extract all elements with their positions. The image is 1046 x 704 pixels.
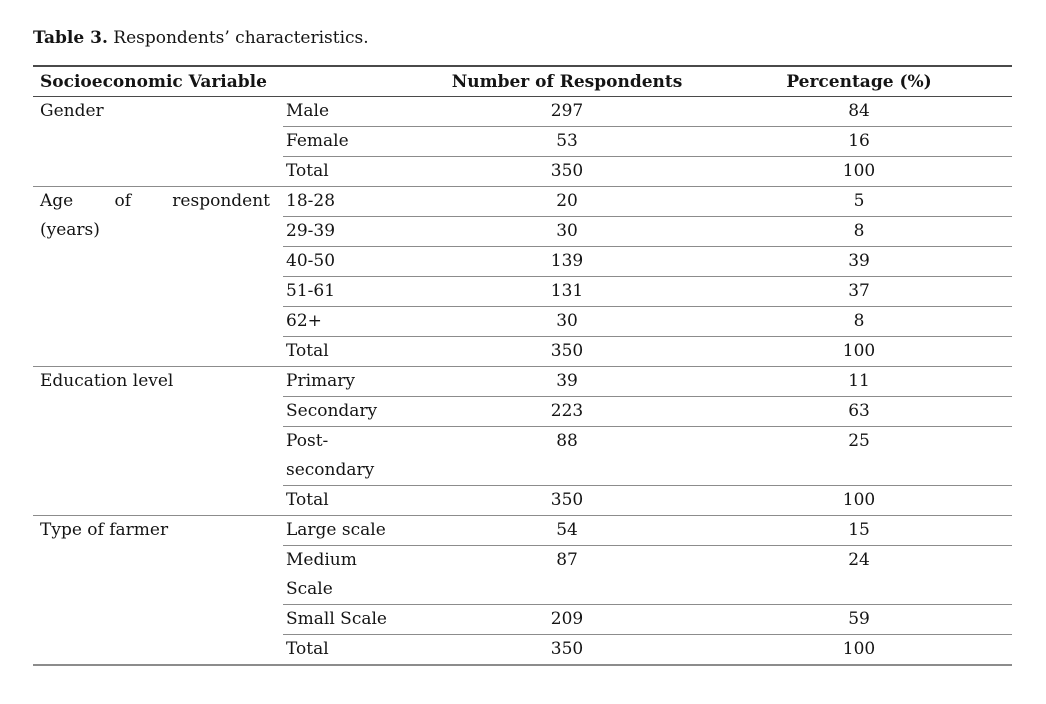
category-cell: Male <box>283 96 429 127</box>
table-row: Small Scale 209 59 <box>33 604 1013 635</box>
respondents-cell: 209 <box>428 604 707 635</box>
respondents-cell: 131 <box>428 276 707 307</box>
percentage-cell: 5 <box>706 186 1013 217</box>
table-body: Gender Male 297 84 Female 53 16 Total 350 100 Age … <box>33 96 1013 666</box>
table-row: Secondary 223 63 <box>33 396 1013 427</box>
respondents-cell: 88 <box>428 426 707 486</box>
percentage-cell: 100 <box>706 634 1013 666</box>
respondents-cell: 350 <box>428 336 707 367</box>
percentage-cell: 16 <box>706 126 1013 157</box>
table-row: Total 350 100 <box>33 634 1013 666</box>
table-caption-number: Table 3. <box>33 28 108 48</box>
page: Table 3. Respondents’ characteristics. S… <box>33 26 1046 666</box>
header-socioeconomic-variable: Socioeconomic Variable <box>33 66 429 97</box>
table-row: Gender Male 297 84 <box>33 96 1013 187</box>
variable-cell: Education level <box>33 366 283 516</box>
respondents-cell: 223 <box>428 396 707 427</box>
category-cell: 29-39 <box>283 216 429 247</box>
percentage-cell: 100 <box>706 485 1013 516</box>
table-row: Medium Scale 87 24 <box>33 545 1013 605</box>
category-cell: Total <box>283 634 429 666</box>
respondents-cell: 350 <box>428 156 707 187</box>
percentage-cell: 15 <box>706 515 1013 546</box>
respondents-cell: 30 <box>428 306 707 337</box>
percentage-cell: 25 <box>706 426 1013 486</box>
respondents-cell: 350 <box>428 485 707 516</box>
category-cell: 40-50 <box>283 246 429 277</box>
percentage-cell: 59 <box>706 604 1013 635</box>
percentage-cell: 84 <box>706 96 1013 127</box>
percentage-cell: 100 <box>706 156 1013 187</box>
percentage-cell: 37 <box>706 276 1013 307</box>
table-row: Female 53 16 <box>33 126 1013 157</box>
category-cell: Female <box>283 126 429 157</box>
table-row: Total 350 100 <box>33 336 1013 367</box>
variable-cell: Gender <box>33 96 283 187</box>
category-cell: Secondary <box>283 396 429 427</box>
respondents-cell: 139 <box>428 246 707 277</box>
percentage-cell: 24 <box>706 545 1013 605</box>
percentage-cell: 39 <box>706 246 1013 277</box>
header-row: Socioeconomic Variable Number of Respond… <box>33 66 1013 97</box>
respondents-cell: 20 <box>428 186 707 217</box>
category-cell: Total <box>283 156 429 187</box>
percentage-cell: 100 <box>706 336 1013 367</box>
percentage-cell: 11 <box>706 366 1013 397</box>
table-caption: Table 3. Respondents’ characteristics. <box>33 26 1046 50</box>
table-caption-text: Respondents’ characteristics. <box>107 28 369 48</box>
percentage-cell: 8 <box>706 216 1013 247</box>
respondents-cell: 350 <box>428 634 707 666</box>
category-cell: 18-28 <box>283 186 429 217</box>
category-cell: Primary <box>283 366 429 397</box>
table-row: Age of respondent (years) 18-28 20 5 <box>33 186 1013 367</box>
table-row: 40-50 139 39 <box>33 246 1013 277</box>
category-cell: Small Scale <box>283 604 429 635</box>
table-row: Type of farmer Large scale 54 15 <box>33 515 1013 666</box>
percentage-cell: 8 <box>706 306 1013 337</box>
respondents-cell: 39 <box>428 366 707 397</box>
variable-cell: Type of farmer <box>33 515 283 666</box>
category-cell: Medium Scale <box>283 545 429 605</box>
respondents-cell: 30 <box>428 216 707 247</box>
table-row: Post- secondary 88 25 <box>33 426 1013 486</box>
table-row: 62+ 30 8 <box>33 306 1013 337</box>
percentage-cell: 63 <box>706 396 1013 427</box>
category-cell: Post- secondary <box>283 426 429 486</box>
category-cell: Total <box>283 336 429 367</box>
category-cell: Total <box>283 485 429 516</box>
table-header: Socioeconomic Variable Number of Respond… <box>33 66 1013 97</box>
respondents-table: Socioeconomic Variable Number of Respond… <box>33 65 1013 666</box>
respondents-cell: 53 <box>428 126 707 157</box>
category-cell: 62+ <box>283 306 429 337</box>
table-row: 29-39 30 8 <box>33 216 1013 247</box>
table-row: Total 350 100 <box>33 485 1013 516</box>
table-row: Education level Primary 39 11 <box>33 366 1013 516</box>
respondents-cell: 54 <box>428 515 707 546</box>
header-percentage: Percentage (%) <box>706 66 1013 97</box>
table-row: Total 350 100 <box>33 156 1013 187</box>
header-number-of-respondents: Number of Respondents <box>428 66 707 97</box>
respondents-cell: 297 <box>428 96 707 127</box>
respondents-cell: 87 <box>428 545 707 605</box>
category-cell: Large scale <box>283 515 429 546</box>
category-cell: 51-61 <box>283 276 429 307</box>
table-row: 51-61 131 37 <box>33 276 1013 307</box>
variable-cell: Age of respondent (years) <box>33 186 283 367</box>
